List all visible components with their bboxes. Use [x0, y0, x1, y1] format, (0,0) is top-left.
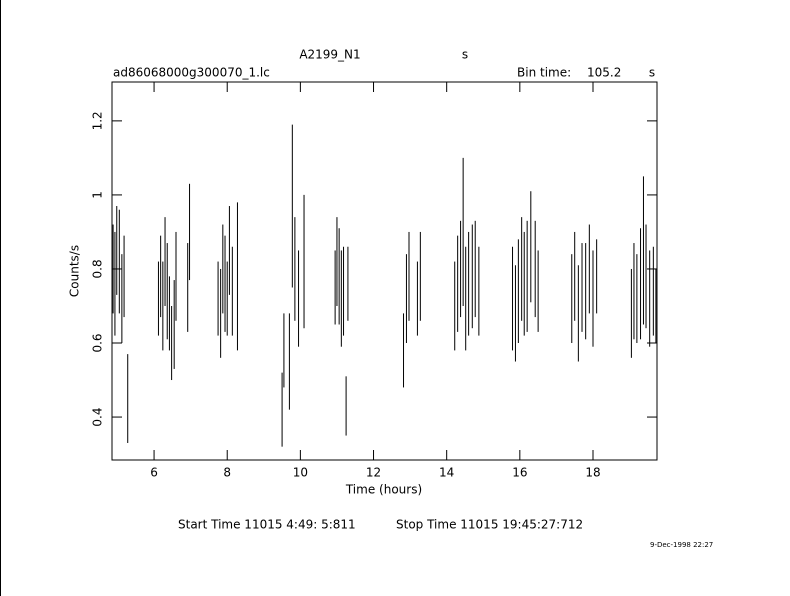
chart-title: A2199_N1: [299, 48, 360, 62]
y-axis-label: Counts/s: [68, 245, 82, 297]
x-tick-label: 10: [293, 466, 308, 480]
y-tick-label: 0.8: [91, 259, 105, 278]
bin-label: Bin time:: [517, 66, 571, 80]
bin-unit: s: [649, 66, 655, 80]
x-tick-label: 18: [585, 466, 600, 480]
y-tick-label: 1: [91, 191, 105, 199]
plot-frame: [111, 81, 658, 461]
start-time: Start Time 11015 4:49: 5:811: [178, 518, 356, 532]
title-unit: s: [462, 48, 468, 62]
timestamp: 9-Dec-1998 22:27: [650, 541, 713, 549]
x-tick-label: 6: [150, 466, 158, 480]
subtitle: ad86068000g300070_1.lc: [113, 66, 270, 80]
x-tick-label: 8: [223, 466, 231, 480]
y-tick-label: 0.4: [91, 408, 105, 427]
x-tick-label: 12: [366, 466, 381, 480]
x-tick-label: 16: [512, 466, 527, 480]
y-tick-label: 0.6: [91, 333, 105, 352]
x-tick-label: 14: [439, 466, 454, 480]
y-tick-label: 1.2: [91, 111, 105, 130]
stop-time: Stop Time 11015 19:45:27:712: [396, 518, 583, 532]
bin-value: 105.2: [587, 66, 621, 80]
x-axis-label: Time (hours): [345, 483, 422, 497]
